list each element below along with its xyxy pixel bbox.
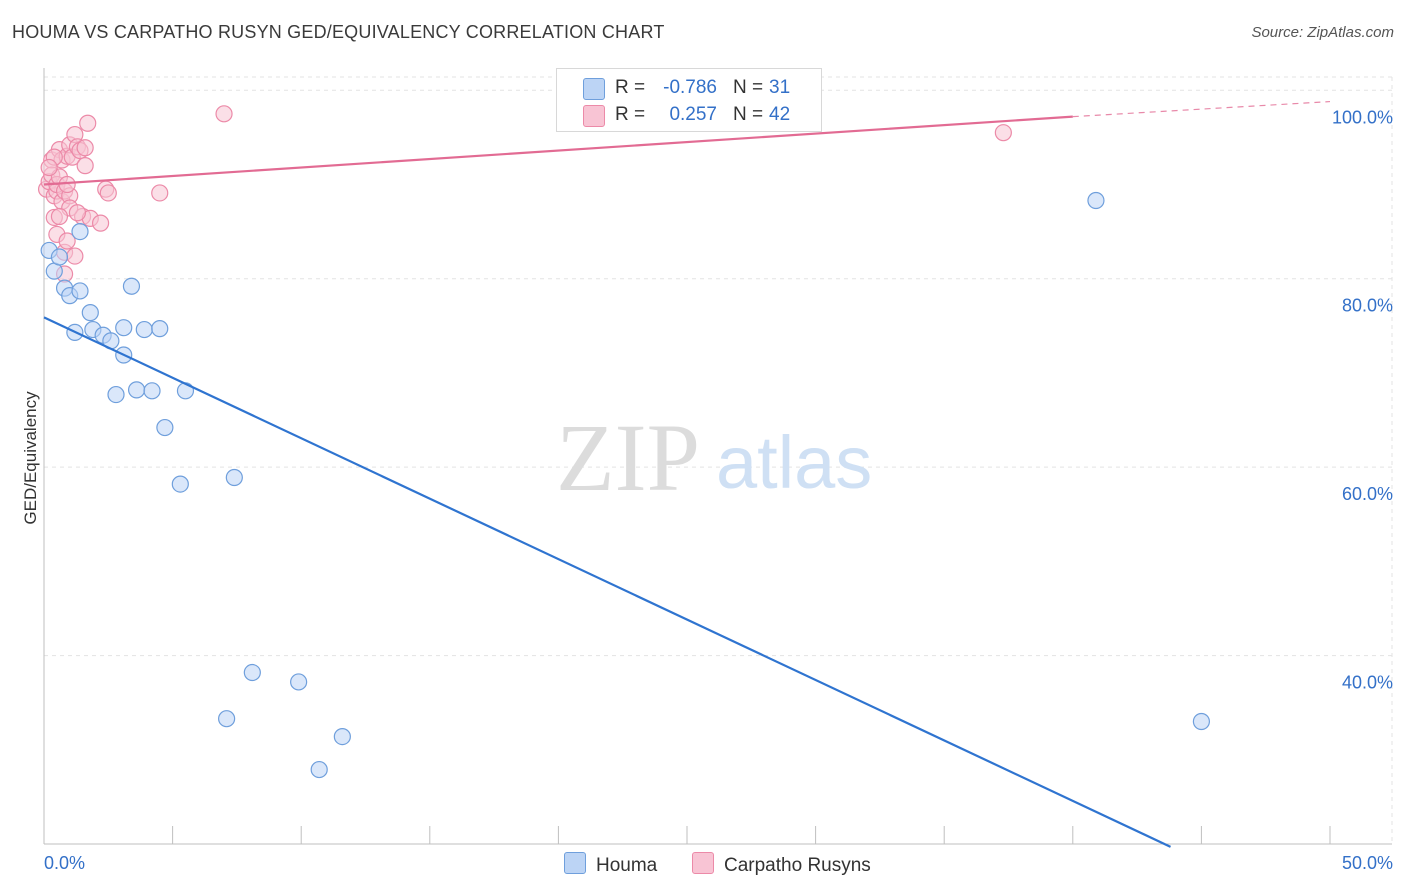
rusyn-point (215, 105, 233, 123)
watermark: ZIP atlas (556, 404, 872, 511)
houma-point (122, 277, 141, 295)
houma-point (243, 663, 261, 682)
r-value: -0.786 (663, 77, 717, 98)
houma-point (115, 319, 133, 337)
houma-point (171, 475, 189, 493)
trend-lines (43, 100, 1331, 848)
houma-point (1192, 712, 1211, 731)
rusyn-point (91, 214, 110, 232)
x-tick-label-max: 50.0% (1342, 853, 1393, 873)
houma-point (1087, 191, 1105, 210)
houma-trend-line (43, 316, 1172, 848)
houma-swatch (583, 78, 605, 100)
y-tick-label: 80.0% (1342, 296, 1393, 316)
tick-labels: 40.0% 60.0% 80.0% 100.0% 0.0% 50.0% (44, 107, 1393, 873)
rusyn-point (40, 158, 58, 177)
houma-point (107, 385, 125, 404)
y-tick-label: 100.0% (1332, 107, 1393, 127)
houma-point (310, 760, 328, 779)
series-houma (40, 191, 1211, 779)
watermark-atlas: atlas (716, 421, 872, 504)
houma-point (50, 248, 69, 266)
houma-point (225, 468, 243, 487)
rusyn-point (994, 124, 1012, 142)
houma-point (176, 382, 195, 400)
n-label: N = (733, 104, 764, 125)
rusyn-point (58, 232, 76, 250)
houma-point (218, 710, 236, 728)
rusyn-point (79, 114, 97, 132)
source-label: Source: ZipAtlas.com (1251, 24, 1394, 41)
rusyn-legend-label: Carpatho Rusyns (724, 855, 871, 876)
rusyn-point (58, 175, 76, 194)
x-tick-label-min: 0.0% (44, 853, 85, 873)
houma-legend-label: Houma (596, 855, 658, 876)
y-tick-label: 60.0% (1342, 484, 1393, 504)
legend-item-rusyn[interactable]: Carpatho Rusyns (692, 852, 871, 877)
n-label: N = (733, 77, 764, 98)
rusyn-point (99, 184, 117, 202)
houma-legend-swatch (564, 852, 586, 874)
rusyn-point (151, 184, 169, 202)
houma-point (127, 381, 146, 399)
rusyn-point (50, 207, 69, 226)
rusyn-trend-extension (1072, 100, 1331, 118)
rusyn-point (68, 204, 87, 222)
stats-legend: R = -0.786 N = 31 R = 0.257 N = 42 (556, 68, 822, 132)
n-value: 42 (769, 104, 791, 125)
houma-point (71, 282, 89, 300)
r-label: R = (615, 104, 646, 125)
houma-point (290, 673, 308, 691)
legend-item-houma[interactable]: Houma (564, 852, 657, 877)
rusyn-point (66, 247, 84, 265)
rusyn-point (76, 157, 94, 175)
chart-title: HOUMA VS CARPATHO RUSYN GED/EQUIVALENCY … (12, 22, 665, 42)
r-label: R = (615, 77, 646, 98)
houma-point (151, 320, 169, 338)
n-value: 31 (769, 77, 791, 98)
houma-point (143, 382, 161, 400)
watermark-zip: ZIP (556, 404, 700, 511)
rusyn-trend-line (43, 115, 1073, 186)
legend-row-houma: R = -0.786 N = 31 (557, 75, 821, 101)
y-tick-label: 40.0% (1342, 673, 1393, 693)
rusyn-swatch (583, 105, 605, 127)
houma-point (81, 304, 99, 322)
r-value: 0.257 (669, 104, 717, 125)
y-axis-label: GED/Equivalency (21, 391, 40, 525)
rusyn-legend-swatch (692, 852, 714, 874)
houma-point (135, 320, 153, 339)
houma-point (71, 222, 89, 241)
series-carpatho-rusyns (37, 105, 1012, 283)
rusyn-point (76, 139, 94, 157)
houma-point (156, 418, 174, 437)
legend-row-rusyn: R = 0.257 N = 42 (557, 102, 821, 128)
houma-point (333, 727, 351, 746)
